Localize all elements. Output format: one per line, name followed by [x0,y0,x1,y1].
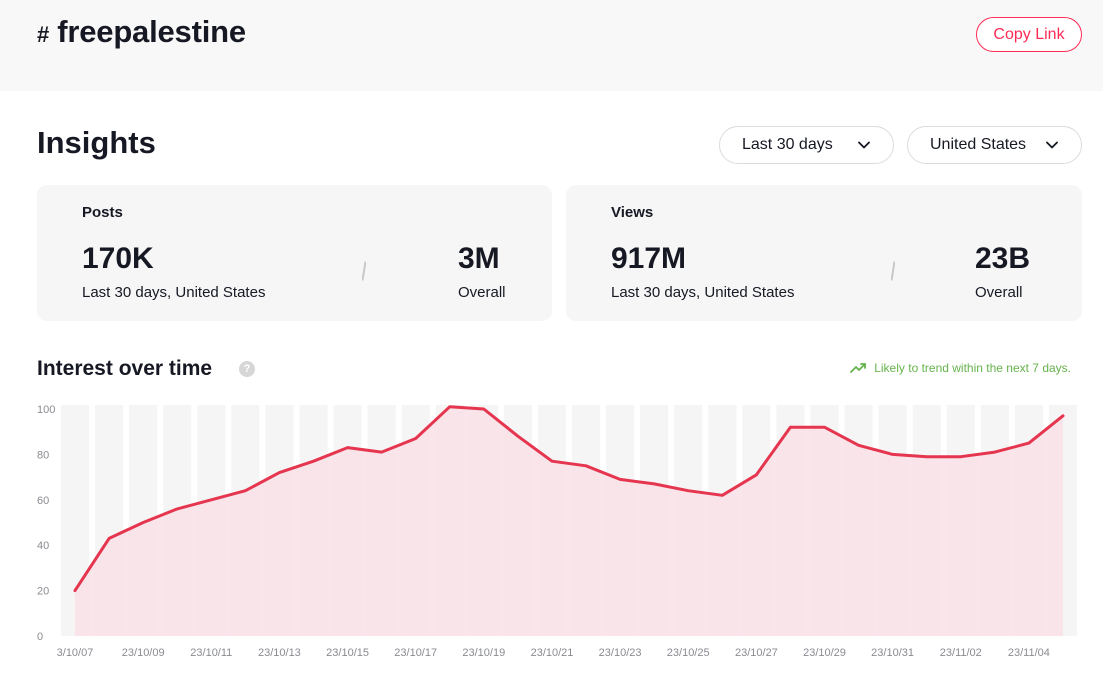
hash-icon: # [37,22,50,47]
hashtag-title: # freepalestine [37,14,246,50]
views-period-label: Last 30 days, United States [611,284,795,301]
hashtag-header: # freepalestine Copy Link [0,0,1103,91]
x-tick-label: 23/10/23 [599,647,642,659]
interest-line [73,405,1065,593]
y-tick-label: 100 [37,404,55,416]
trend-text: Likely to trend within the next 7 days. [874,361,1071,375]
x-tick-label: 23/10/21 [531,647,574,659]
date-range-select[interactable]: Last 30 days [719,126,894,164]
x-tick-label: 3/10/07 [57,647,94,659]
insights-title: Insights [37,125,156,160]
chevron-down-icon [1045,138,1059,152]
views-card-title: Views [611,204,654,221]
y-tick-label: 60 [37,495,49,507]
copy-link-button[interactable]: Copy Link [976,17,1082,52]
interest-area [75,406,1063,636]
posts-period-value: 170K [82,242,154,275]
x-tick-label: 23/11/02 [940,647,982,659]
region-value: United States [930,136,1027,153]
trend-forecast: Likely to trend within the next 7 days. [850,361,1071,375]
divider-slash [362,261,366,281]
x-tick-label: 23/10/19 [462,647,505,659]
posts-card: Posts 170K Last 30 days, United States 3… [37,185,552,321]
x-tick-label: 23/10/13 [258,647,301,659]
question-icon[interactable]: ? [239,361,255,377]
x-tick-label: 23/10/11 [190,647,232,659]
x-tick-label: 23/10/09 [122,647,165,659]
posts-overall-label: Overall [458,284,506,301]
trending-up-icon [850,363,867,373]
region-select[interactable]: United States [907,126,1082,164]
y-tick-label: 0 [37,631,43,643]
views-period-value: 917M [611,242,687,275]
date-range-value: Last 30 days [742,136,833,153]
y-tick-label: 40 [37,540,49,552]
interest-over-time-title: Interest over time [37,357,213,380]
views-overall-label: Overall [975,284,1023,301]
x-tick-label: 23/10/15 [326,647,369,659]
y-tick-label: 80 [37,449,49,461]
divider-slash [891,261,895,281]
x-tick-label: 23/10/25 [667,647,710,659]
posts-overall-value: 3M [458,242,500,275]
chevron-down-icon [857,138,871,152]
x-tick-label: 23/10/31 [871,647,914,659]
hashtag-name: freepalestine [57,14,246,49]
x-tick-label: 23/10/17 [394,647,437,659]
views-overall-value: 23B [975,242,1031,275]
posts-period-label: Last 30 days, United States [82,284,266,301]
y-tick-label: 20 [37,586,49,598]
x-tick-label: 23/11/04 [1008,647,1050,659]
x-tick-label: 23/10/29 [803,647,846,659]
views-card: Views 917M Last 30 days, United States 2… [566,185,1082,321]
interest-chart: 100 80 60 40 20 0 3/10/07 23/10/09 23/10/11 23/1… [37,404,1077,659]
x-tick-label: 23/10/27 [735,647,778,659]
posts-card-title: Posts [82,204,123,221]
